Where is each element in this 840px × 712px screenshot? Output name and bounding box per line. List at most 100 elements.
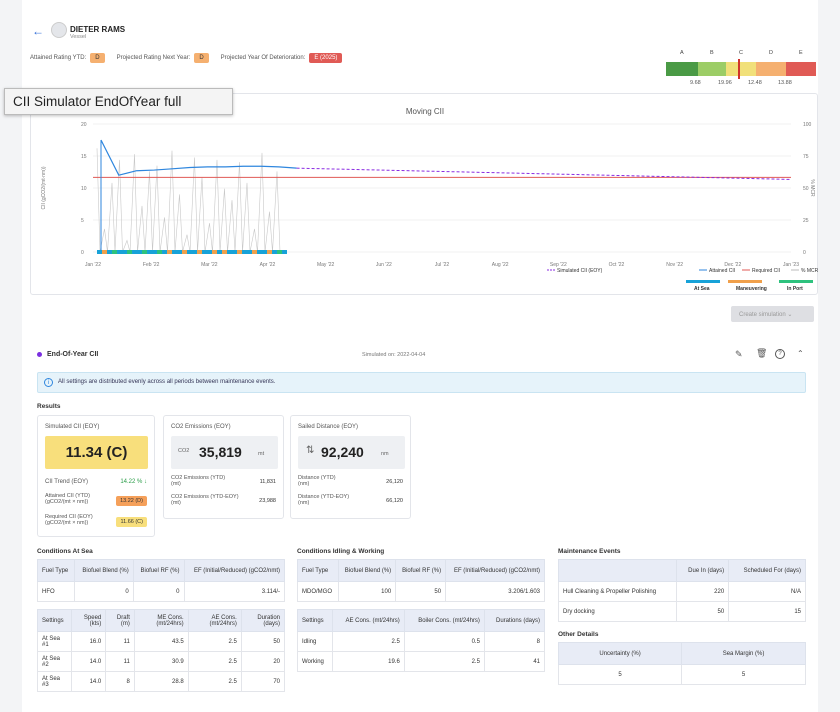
mode-strip-segment: [107, 250, 112, 254]
y-tick-label: 10: [81, 186, 87, 192]
sea-fuel-header-cell: EF (Initial/Reduced) (gCO2/nmt): [183, 559, 286, 582]
x-tick-label: Jul '22: [435, 262, 450, 268]
other-title: Other Details: [558, 631, 599, 638]
scale-letter-e: E: [799, 50, 803, 56]
x-tick-label: Oct '22: [609, 262, 625, 268]
idle-fuel-cell: 50: [395, 581, 447, 602]
sea-settings-cell: 11: [105, 631, 135, 652]
table-row: At Sea #1 16.0 11 43.5 2.5 50: [37, 631, 286, 652]
mode-strip-segment: [102, 250, 107, 254]
create-simulation-button[interactable]: Create simulation ⌄: [731, 306, 814, 322]
legend-label: Simulated CII (EOY): [557, 268, 603, 274]
idle-settings-cell: Idling: [296, 631, 334, 652]
mode-strip-segment: [207, 250, 212, 254]
other-header-cell: Uncertainty (%): [557, 642, 683, 665]
scale-letter-d: D: [769, 50, 773, 56]
sea-settings-header-cell: ME Cons. (mt/24hrs): [133, 609, 189, 632]
sea-settings-cell: 8: [105, 671, 135, 692]
mode-strip-segment: [152, 250, 157, 254]
maintenance-table: Due In (days) Scheduled For (days) Hull Cl…: [557, 559, 806, 622]
sea-settings-cell: At Sea #2: [37, 651, 72, 672]
co2-value: 35,819: [199, 444, 242, 460]
attained-label: Attained Rating YTD:: [30, 55, 87, 61]
idle-fuel-header-cell: EF (Initial/Reduced) (gCO2/nmt): [445, 559, 545, 582]
idle-settings-header-cell: Boiler Cons. (mt/24hrs): [403, 609, 485, 632]
co2-ytdeoy-label: CO2 Emissions (YTD-EOY) (mt): [171, 494, 239, 506]
simulated-cii-line: [296, 167, 792, 180]
mode-strip-segment: [197, 250, 202, 254]
mode-strip-segment: [137, 250, 142, 254]
co2-ytdeoy-value: 23,988: [259, 498, 276, 504]
scale-segment-e: [786, 62, 816, 76]
sim-cii-value: 11.34 (C): [45, 436, 148, 469]
sea-fuel-table: Fuel Type Biofuel Blend (%) Biofuel RF (%)…: [36, 559, 286, 602]
y2-tick-label: 25: [803, 218, 809, 224]
mode-strip-segment: [212, 250, 217, 254]
vessel-name: DIETER RAMS: [70, 25, 126, 34]
idle-fuel-header-cell: Biofuel RF (%): [395, 559, 447, 582]
table-header-row: Fuel Type Biofuel Blend (%) Biofuel RF (%)…: [297, 559, 545, 582]
sea-settings-header-cell: Draft (m): [105, 609, 135, 632]
sim-cii-label: Simulated CII (EOY): [45, 424, 100, 430]
other-header-cell: Sea Margin (%): [681, 642, 806, 665]
mode-legend-swatch: [779, 280, 813, 283]
idle-settings-cell: 8: [483, 631, 546, 652]
scale-segment-c: [726, 62, 756, 76]
trend-value: 14.22 % ↓: [120, 479, 147, 485]
legend-label: Attained CII: [709, 268, 735, 274]
table-row: At Sea #2 14.0 11 30.9 2.5 20: [37, 651, 286, 672]
sea-settings-header-cell: AE Cons. (mt/24hrs): [187, 609, 242, 632]
maint-cell: Dry docking: [557, 601, 678, 622]
sea-settings-header-cell: Duration (days): [240, 609, 286, 632]
mode-strip-segment: [187, 250, 192, 254]
mode-legend-label: In Port: [787, 286, 803, 292]
edit-icon[interactable]: ✎: [735, 349, 743, 359]
sea-settings-table: Settings Speed (kts) Draft (m) ME Cons. (mt…: [37, 609, 286, 692]
mode-strip-segment: [127, 250, 132, 254]
delete-icon[interactable]: 🗑: [756, 348, 768, 358]
table-row: Working 19.6 2.5 41: [296, 651, 546, 672]
scale-segment-d: [756, 62, 786, 76]
collapse-icon[interactable]: ⌃: [797, 349, 804, 358]
help-icon[interactable]: ?: [775, 349, 785, 359]
mode-legend-label: Maneuvering: [736, 286, 767, 292]
required-cii-badge: 11.66 (C): [116, 517, 147, 527]
sea-settings-cell: 2.5: [187, 671, 242, 692]
legend-label: Required CII: [752, 268, 780, 274]
table-row: Dry docking 50 15: [557, 601, 806, 622]
results-label: Results: [37, 403, 61, 410]
mode-strip-segment: [222, 250, 227, 254]
deterioration-badge: E (2025): [309, 53, 343, 63]
sea-fuel-cell: 0: [132, 581, 185, 602]
mode-legend-swatch: [728, 280, 762, 283]
sea-fuel-header-cell: Fuel Type: [36, 559, 76, 582]
attained-cii-label: Attained CII (YTD) (gCO2/(mt × nm)): [45, 493, 90, 505]
y2-axis-label: % MCR: [809, 179, 815, 197]
sea-settings-cell: 70: [240, 671, 286, 692]
ratings-row: Attained Rating YTD: D Projected Rating …: [30, 53, 343, 63]
other-details-table: Uncertainty (%) Sea Margin (%) 5 5: [557, 642, 806, 685]
mode-strip-segment: [202, 250, 207, 254]
table-header-row: Due In (days) Scheduled For (days): [557, 559, 806, 582]
vessel-avatar: [51, 22, 67, 38]
x-tick-label: Aug '22: [492, 262, 509, 268]
sea-settings-cell: 50: [240, 631, 286, 652]
required-cii-label: Required CII (EOY) (gCO2/(mt × nm)): [45, 514, 93, 526]
distance-value-box: ⇅ 92,240 nm: [298, 436, 405, 469]
mode-strip-segment: [272, 250, 277, 254]
sea-fuel-cell: 0: [74, 581, 134, 602]
mode-strip-segment: [242, 250, 247, 254]
co2-unit: mt: [258, 451, 265, 457]
mode-strip-segment: [227, 250, 232, 254]
mode-strip-segment: [182, 250, 187, 254]
dist-ytdeoy-value: 66,120: [386, 498, 403, 504]
chevron-down-icon: ⌄: [787, 312, 793, 318]
x-tick-label: Feb '22: [143, 262, 160, 268]
back-arrow-icon[interactable]: ←: [32, 24, 44, 38]
sea-settings-cell: 2.5: [187, 651, 242, 672]
attained-cii-badge: 13.22 (D): [116, 496, 147, 506]
y-tick-label: 5: [81, 218, 84, 224]
scale-boundary: 19.96: [718, 80, 732, 86]
info-text: All settings are distributed evenly acro…: [58, 379, 276, 385]
info-icon: i: [44, 378, 53, 387]
